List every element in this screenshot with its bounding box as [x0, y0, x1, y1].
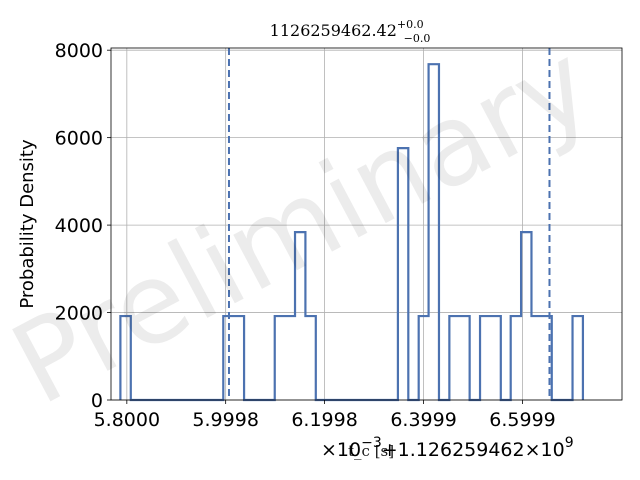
y-axis-ticks: 0 2000 4000 6000 8000	[55, 40, 111, 412]
y-tick-label: 6000	[55, 128, 103, 150]
y-tick-label: 8000	[55, 40, 103, 62]
x-offset-shift-exponent: 9	[565, 435, 574, 451]
x-offset-prefix: ×10	[321, 439, 361, 461]
x-axis-offset: ×10−3+1.126259462×109	[321, 435, 574, 461]
plot-frame	[110, 47, 623, 401]
chart-title: 1126259462.42+0.0 −0.0	[270, 18, 431, 45]
x-tick-label: 6.5999	[489, 409, 555, 431]
y-axis-label: Probability Density	[17, 139, 38, 309]
x-offset-exponent: −3	[361, 435, 382, 451]
x-tick-label: 6.1998	[291, 409, 357, 431]
x-tick-label: 6.3999	[390, 409, 456, 431]
y-tick-label: 4000	[55, 215, 103, 237]
credible-interval-lines	[227, 48, 551, 400]
x-tick-label: 5.8000	[94, 409, 160, 431]
chart-title-base: 1126259462.42	[270, 21, 397, 40]
x-offset-shift: +1.126259462×10	[382, 439, 565, 461]
chart-title-upper: +0.0	[397, 18, 424, 31]
y-tick-label: 0	[91, 390, 103, 412]
x-tick-label: 5.9998	[192, 409, 258, 431]
y-tick-label: 2000	[55, 303, 103, 325]
x-axis-ticks: 5.8000 5.9998 6.1998 6.3999 6.5999	[94, 400, 556, 431]
x-axis-label: t_c [s]	[348, 442, 394, 460]
chart-title-lower: −0.0	[404, 32, 431, 45]
